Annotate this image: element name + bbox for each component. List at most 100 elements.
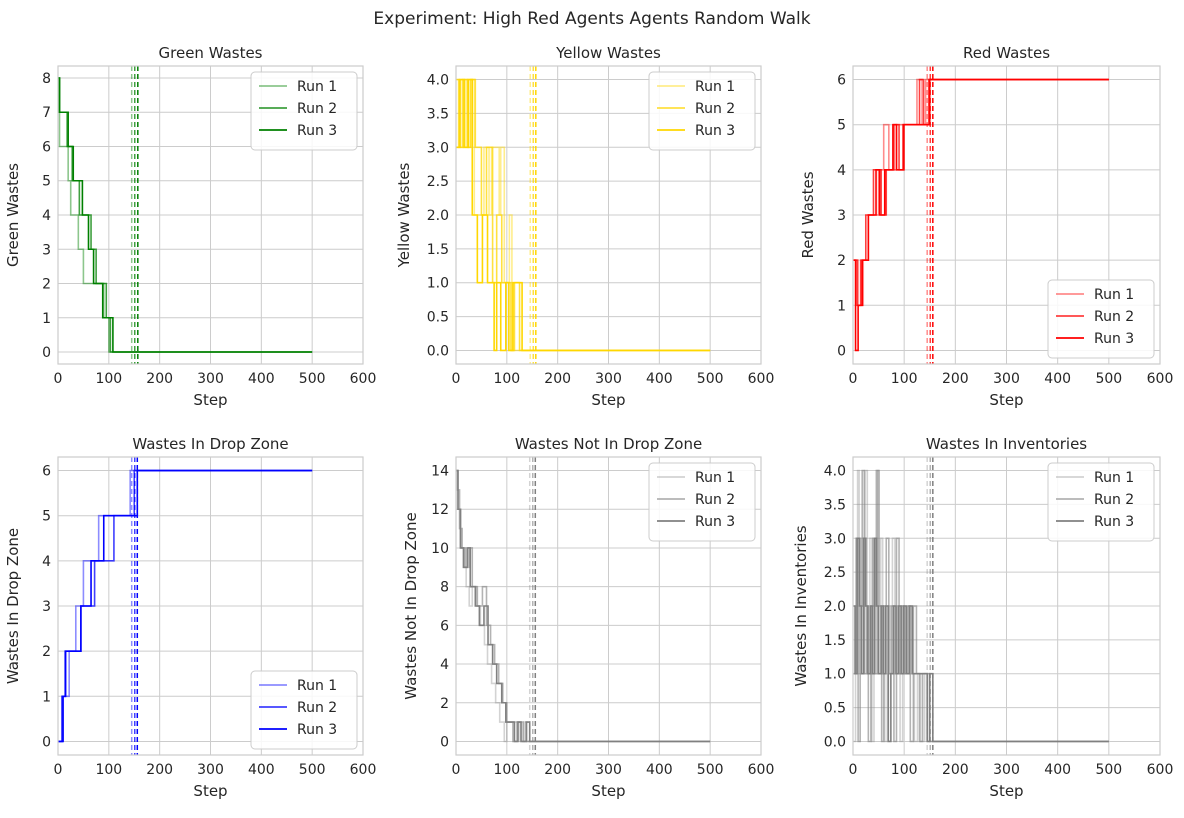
- subplot-yellow-wastes: 0 100 200 300 400 500 600 0.0 0.5 1.0 1.5 2.0 2.5 3.0…: [395, 44, 774, 409]
- x-tick-label: 400: [248, 762, 275, 778]
- y-tick-label: 12: [431, 502, 449, 518]
- y-tick-label: 4: [440, 657, 449, 673]
- x-tick-label: 100: [95, 762, 122, 778]
- x-tick-label: 0: [849, 371, 858, 387]
- legend-label-run-3: Run 3: [1094, 514, 1134, 530]
- x-tick-label: 0: [452, 371, 461, 387]
- x-tick-label: 200: [146, 371, 173, 387]
- series-line-run-2: [853, 78, 1109, 307]
- x-tick-label: 600: [1147, 371, 1174, 387]
- subplot-wastes-not-in-drop-zone: 0 100 200 300 400 500 600 0 2 4 6 8 10 12 14 Wastes Not…: [402, 435, 774, 800]
- x-tick-label: 600: [350, 371, 377, 387]
- x-tick-label: 500: [1095, 762, 1122, 778]
- y-tick-label: 5: [42, 174, 51, 190]
- x-tick-label: 100: [95, 371, 122, 387]
- legend-label-run-3: Run 3: [695, 514, 735, 530]
- legend-label-run-2: Run 2: [1094, 492, 1134, 508]
- x-tick-label: 200: [544, 371, 571, 387]
- subplot-wastes-in-inventories: 0 100 200 300 400 500 600 0.0 0.5 1.0 1.5 2.0 2.5 3.0…: [792, 435, 1173, 800]
- y-axis-label: Wastes In Drop Zone: [4, 528, 22, 684]
- y-tick-label: 2: [42, 277, 51, 293]
- y-tick-label: 3.0: [427, 140, 449, 156]
- y-tick-label: 5: [837, 118, 846, 134]
- y-tick-label: 2: [42, 644, 51, 660]
- y-tick-label: 7: [42, 105, 51, 121]
- x-tick-label: 200: [942, 762, 969, 778]
- y-tick-label: 4.0: [427, 73, 449, 89]
- x-tick-label: 600: [350, 762, 377, 778]
- legend-label-run-1: Run 1: [1094, 287, 1134, 303]
- axes-frame: [455, 456, 762, 756]
- y-tick-label: 2.0: [824, 599, 846, 615]
- y-tick-label: 0.0: [824, 734, 846, 750]
- x-tick-label: 200: [942, 371, 969, 387]
- subplot-green-wastes: 0 100 200 300 400 500 600 0 1 2 3 4 5 6 7 8 Green Wastes…: [4, 44, 376, 409]
- y-tick-label: 0: [837, 343, 846, 359]
- subplot-title: Wastes In Drop Zone: [132, 435, 288, 453]
- y-tick-label: 3: [42, 242, 51, 258]
- x-tick-label: 300: [993, 371, 1020, 387]
- legend-label-run-1: Run 1: [1094, 470, 1134, 486]
- legend: Run 1 Run 2 Run 3: [648, 462, 756, 542]
- series-line-run-3: [456, 78, 711, 352]
- y-tick-label: 1: [837, 298, 846, 314]
- y-tick-label: 3.5: [427, 106, 449, 122]
- legend: Run 1 Run 2 Run 3: [1047, 279, 1155, 359]
- legend-label-run-2: Run 2: [297, 700, 337, 716]
- x-tick-label: 600: [1147, 762, 1174, 778]
- y-tick-label: 3.0: [824, 531, 846, 547]
- axes-frame: [852, 65, 1161, 365]
- subplot-title: Red Wastes: [963, 44, 1050, 62]
- figure-title: Experiment: High Red Agents Agents Rando…: [373, 9, 810, 29]
- y-tick-label: 2.5: [427, 174, 449, 190]
- axes-frame: [57, 65, 364, 365]
- y-tick-label: 1.0: [427, 276, 449, 292]
- x-tick-label: 200: [544, 762, 571, 778]
- series-line-run-3: [456, 469, 711, 743]
- legend-label-run-3: Run 3: [1094, 331, 1134, 347]
- legend-label-run-3: Run 3: [297, 123, 337, 139]
- y-tick-label: 1: [42, 689, 51, 705]
- y-tick-label: 3: [837, 208, 846, 224]
- legend-label-run-1: Run 1: [297, 678, 337, 694]
- y-tick-label: 4: [42, 554, 51, 570]
- legend: Run 1 Run 2 Run 3: [250, 670, 358, 750]
- x-tick-label: 400: [248, 371, 275, 387]
- y-tick-label: 8: [42, 71, 51, 87]
- y-tick-label: 0.5: [427, 310, 449, 326]
- y-tick-label: 0.5: [824, 701, 846, 717]
- y-tick-label: 4: [42, 208, 51, 224]
- y-tick-label: 6: [42, 464, 51, 480]
- subplot-title: Green Wastes: [159, 44, 263, 62]
- y-tick-label: 0: [440, 734, 449, 750]
- x-axis-label: Step: [989, 391, 1023, 409]
- x-tick-label: 300: [993, 762, 1020, 778]
- y-tick-label: 3.5: [824, 497, 846, 513]
- subplot-title: Wastes In Inventories: [926, 435, 1087, 453]
- series-line-run-3: [58, 469, 313, 743]
- legend-label-run-1: Run 1: [297, 79, 337, 95]
- y-axis-label: Red Wastes: [799, 171, 817, 258]
- y-tick-label: 6: [440, 618, 449, 634]
- y-tick-label: 0: [42, 345, 51, 361]
- y-tick-label: 14: [431, 464, 449, 480]
- subplot-title: Yellow Wastes: [555, 44, 661, 62]
- x-tick-label: 400: [1044, 371, 1071, 387]
- x-tick-label: 500: [697, 371, 724, 387]
- y-tick-label: 0.0: [427, 343, 449, 359]
- x-axis-label: Step: [193, 391, 227, 409]
- y-tick-label: 3: [42, 599, 51, 615]
- x-axis-label: Step: [591, 391, 625, 409]
- y-tick-label: 2: [837, 253, 846, 269]
- y-tick-label: 1.5: [427, 242, 449, 258]
- x-tick-label: 100: [493, 371, 520, 387]
- y-tick-label: 1.5: [824, 633, 846, 649]
- x-tick-label: 400: [1044, 762, 1071, 778]
- x-tick-label: 100: [891, 371, 918, 387]
- legend-label-run-2: Run 2: [297, 101, 337, 117]
- series-line-run-3: [58, 77, 313, 353]
- y-tick-label: 1.0: [824, 667, 846, 683]
- y-tick-label: 5: [42, 509, 51, 525]
- y-axis-label: Wastes Not In Drop Zone: [402, 512, 420, 699]
